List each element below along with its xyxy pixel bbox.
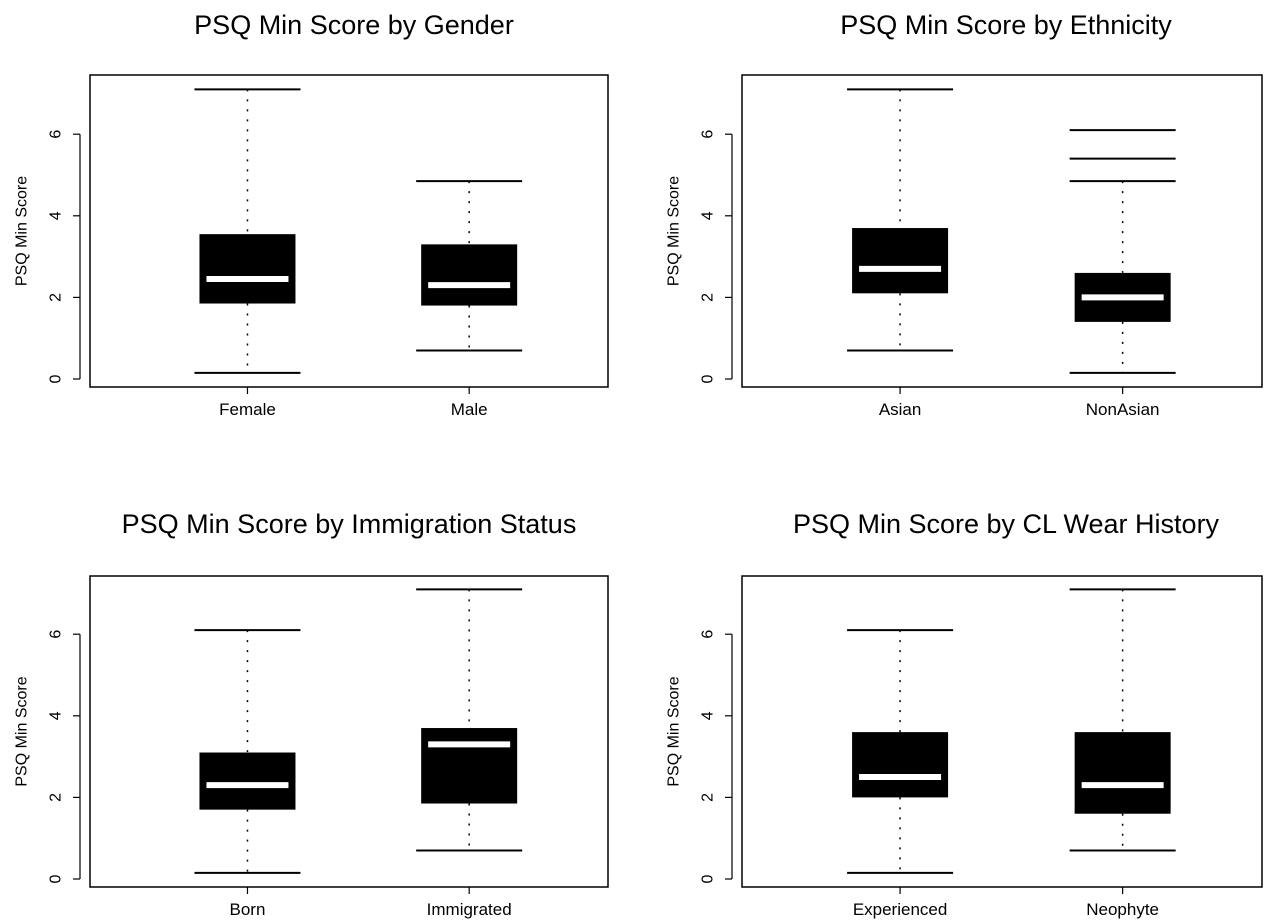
chart-panel-4: PSQ Min Score by CL Wear History 0 2 4 6 PSQ …	[666, 509, 1263, 919]
plot-frame	[89, 74, 609, 388]
iqr-box	[852, 732, 949, 798]
iqr-box	[199, 752, 296, 810]
chart-title: PSQ Min Score by Gender	[194, 10, 514, 40]
iqr-box	[421, 728, 518, 804]
iqr-box	[199, 234, 296, 304]
chart-panel-2: PSQ Min Score by Ethnicity 0 2 4 6 PSQ Min Sc…	[666, 10, 1263, 419]
y-tick-label: 2	[48, 293, 65, 302]
y-tick-label: 2	[700, 293, 717, 302]
x-category-label: Born	[230, 900, 266, 919]
iqr-box	[852, 228, 949, 294]
x-category-label: Experienced	[853, 900, 948, 919]
chart-title: PSQ Min Score by Ethnicity	[840, 10, 1172, 40]
iqr-box	[421, 244, 518, 306]
x-category-label: Immigrated	[427, 900, 512, 919]
y-tick-label: 4	[700, 211, 717, 220]
plot-frame	[89, 575, 609, 888]
iqr-box	[1074, 732, 1171, 814]
box-2: NonAsian	[1069, 129, 1176, 419]
x-category-label: Asian	[879, 400, 922, 419]
y-axis-label: PSQ Min Score	[14, 176, 31, 286]
plot-frame	[741, 575, 1263, 888]
y-tick-label: 6	[700, 630, 717, 639]
box-1: Asian	[847, 88, 954, 419]
y-tick-label: 0	[48, 874, 65, 883]
y-tick-label: 6	[48, 630, 65, 639]
box-2: Neophyte	[1069, 588, 1176, 919]
y-axis-label: PSQ Min Score	[666, 176, 683, 286]
box-1: Female	[194, 88, 301, 419]
x-category-label: Female	[219, 400, 276, 419]
y-tick-label: 0	[700, 374, 717, 383]
y-tick-label: 4	[48, 211, 65, 220]
box-2: Male	[416, 180, 523, 419]
x-category-label: Neophyte	[1086, 900, 1159, 919]
chart-title: PSQ Min Score by CL Wear History	[793, 509, 1220, 539]
box-1: Born	[194, 629, 301, 919]
y-axis-label: PSQ Min Score	[666, 676, 683, 786]
y-tick-label: 0	[48, 374, 65, 383]
y-tick-label: 4	[700, 711, 717, 720]
box-2: Immigrated	[416, 588, 523, 919]
y-tick-label: 6	[48, 130, 65, 139]
box-1: Experienced	[847, 629, 954, 919]
x-category-label: Male	[451, 400, 488, 419]
chart-panel-1: PSQ Min Score by Gender 0 2 4 6 PSQ Min Score…	[14, 10, 609, 419]
y-tick-label: 2	[700, 793, 717, 802]
x-category-label: NonAsian	[1086, 400, 1160, 419]
y-axis-label: PSQ Min Score	[14, 676, 31, 786]
y-tick-label: 4	[48, 711, 65, 720]
chart-title: PSQ Min Score by Immigration Status	[122, 509, 577, 539]
y-tick-label: 6	[700, 130, 717, 139]
plot-frame	[741, 74, 1263, 388]
y-tick-label: 0	[700, 874, 717, 883]
chart-panel-3: PSQ Min Score by Immigration Status 0 2 4 6 P…	[14, 509, 609, 919]
y-tick-label: 2	[48, 793, 65, 802]
